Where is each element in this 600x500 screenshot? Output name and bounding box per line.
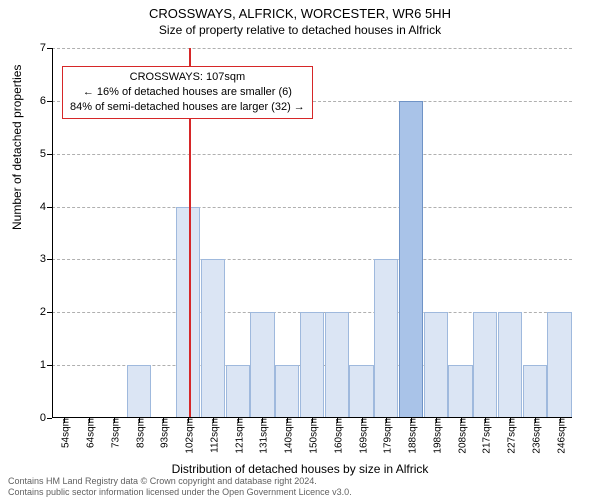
xtick-label: 160sqm bbox=[329, 418, 344, 454]
xtick-label: 73sqm bbox=[106, 418, 121, 448]
xtick-label: 246sqm bbox=[552, 418, 567, 454]
ytick-label: 3 bbox=[40, 253, 52, 265]
bar bbox=[226, 365, 250, 418]
bar bbox=[399, 101, 423, 418]
bar bbox=[275, 365, 299, 418]
gridline bbox=[52, 259, 572, 261]
chart-plot-area: 0123456754sqm64sqm73sqm83sqm93sqm102sqm1… bbox=[52, 48, 572, 418]
annotation-line-1: CROSSWAYS: 107sqm bbox=[70, 70, 305, 85]
xtick-label: 140sqm bbox=[280, 418, 295, 454]
xtick-label: 102sqm bbox=[181, 418, 196, 454]
bar bbox=[300, 312, 324, 418]
footer-line-2: Contains public sector information licen… bbox=[8, 487, 592, 498]
xtick-label: 131sqm bbox=[255, 418, 270, 454]
xtick-label: 208sqm bbox=[453, 418, 468, 454]
ytick-label: 1 bbox=[40, 359, 52, 371]
ytick-label: 7 bbox=[40, 42, 52, 54]
xtick-label: 83sqm bbox=[131, 418, 146, 448]
xtick-label: 112sqm bbox=[205, 418, 220, 453]
xtick-label: 217sqm bbox=[478, 418, 493, 454]
xtick-label: 93sqm bbox=[156, 418, 171, 448]
bar bbox=[127, 365, 151, 418]
xtick-label: 236sqm bbox=[527, 418, 542, 454]
gridline bbox=[52, 48, 572, 50]
bar bbox=[547, 312, 571, 418]
y-axis-label: Number of detached properties bbox=[10, 65, 24, 230]
xtick-label: 179sqm bbox=[379, 418, 394, 454]
bar bbox=[424, 312, 448, 418]
bar bbox=[448, 365, 472, 418]
chart-title-sub: Size of property relative to detached ho… bbox=[0, 23, 600, 37]
x-axis-line bbox=[52, 417, 572, 418]
xtick-label: 121sqm bbox=[230, 418, 245, 454]
bar bbox=[325, 312, 349, 418]
ytick-label: 0 bbox=[40, 412, 52, 424]
xtick-label: 227sqm bbox=[503, 418, 518, 454]
chart-footer: Contains HM Land Registry data © Crown c… bbox=[8, 476, 592, 498]
footer-line-1: Contains HM Land Registry data © Crown c… bbox=[8, 476, 592, 487]
ytick-label: 2 bbox=[40, 306, 52, 318]
gridline bbox=[52, 207, 572, 209]
annotation-line-2: ← 16% of detached houses are smaller (6) bbox=[70, 85, 305, 100]
x-axis-label: Distribution of detached houses by size … bbox=[0, 462, 600, 476]
ytick-label: 5 bbox=[40, 148, 52, 160]
bar bbox=[473, 312, 497, 418]
bar bbox=[498, 312, 522, 418]
xtick-label: 198sqm bbox=[428, 418, 443, 454]
annotation-line-3: 84% of semi-detached houses are larger (… bbox=[70, 100, 305, 115]
bar bbox=[523, 365, 547, 418]
ytick-label: 4 bbox=[40, 201, 52, 213]
bar bbox=[374, 259, 398, 418]
bar bbox=[201, 259, 225, 418]
xtick-label: 188sqm bbox=[404, 418, 419, 454]
xtick-label: 64sqm bbox=[82, 418, 97, 448]
bar bbox=[250, 312, 274, 418]
xtick-label: 169sqm bbox=[354, 418, 369, 454]
y-axis-line bbox=[52, 48, 53, 418]
chart-title-main: CROSSWAYS, ALFRICK, WORCESTER, WR6 5HH bbox=[0, 6, 600, 21]
xtick-label: 54sqm bbox=[57, 418, 72, 448]
bar bbox=[349, 365, 373, 418]
gridline bbox=[52, 154, 572, 156]
xtick-label: 150sqm bbox=[305, 418, 320, 454]
annotation-box: CROSSWAYS: 107sqm← 16% of detached house… bbox=[62, 66, 313, 119]
ytick-label: 6 bbox=[40, 95, 52, 107]
